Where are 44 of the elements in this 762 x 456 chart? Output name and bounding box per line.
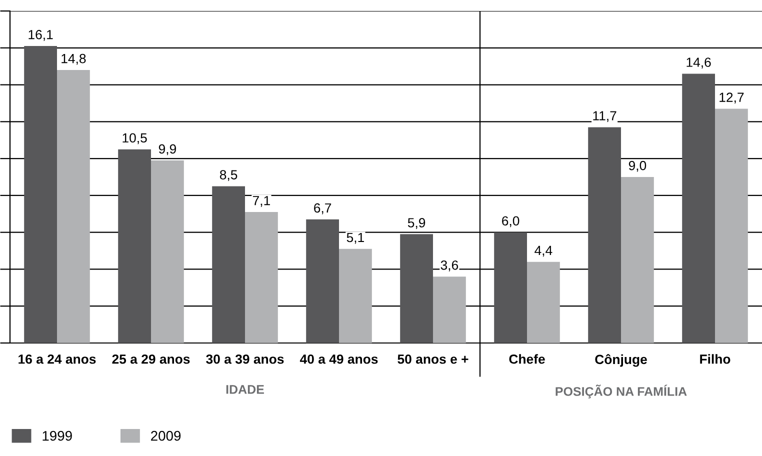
x-tick-label: Chefe bbox=[509, 354, 545, 364]
bar bbox=[57, 70, 90, 343]
data-label: 3,6 bbox=[440, 260, 458, 272]
data-label: 11,7 bbox=[593, 111, 616, 122]
bar bbox=[527, 262, 560, 343]
text: IDADE bbox=[226, 385, 264, 394]
data-label: 14,6 bbox=[686, 58, 711, 68]
legend-label: 2009 bbox=[151, 430, 181, 441]
data-label: 9,0 bbox=[628, 160, 646, 172]
data-label: 5,9 bbox=[408, 218, 426, 229]
data-label: 12,7 bbox=[720, 92, 744, 104]
bar bbox=[339, 248, 372, 343]
text: POSIÇÃO NA FAMÍLIA bbox=[556, 384, 687, 398]
x-tick-label: 40 a 49 anos bbox=[300, 354, 378, 364]
x-tick-label: Cônjuge bbox=[595, 354, 647, 367]
x-tick-label: 50 anos e + bbox=[398, 354, 468, 364]
bar bbox=[151, 160, 184, 343]
data-label: 4,4 bbox=[534, 246, 552, 257]
bar bbox=[400, 234, 433, 343]
x-tick-label: 25 a 29 anos bbox=[112, 354, 190, 364]
x-tick-label: Filho bbox=[700, 354, 730, 364]
bar bbox=[588, 127, 621, 343]
data-label: 6,7 bbox=[314, 203, 332, 214]
data-label: 16,1 bbox=[28, 30, 53, 41]
bar bbox=[212, 186, 245, 343]
data-label: 14,8 bbox=[62, 54, 86, 65]
data-label: 5,1 bbox=[346, 232, 364, 244]
data-label: 8,5 bbox=[220, 170, 238, 182]
data-label: 7,1 bbox=[252, 196, 270, 207]
x-tick-label: 16 a 24 anos bbox=[18, 354, 96, 364]
data-label: 9,9 bbox=[158, 144, 176, 156]
bar bbox=[433, 276, 466, 343]
data-label: 10,5 bbox=[122, 133, 147, 144]
bar bbox=[621, 177, 654, 343]
bar bbox=[118, 149, 151, 343]
bar bbox=[306, 219, 339, 343]
bar bbox=[24, 46, 57, 343]
bar bbox=[245, 212, 278, 343]
bar bbox=[715, 108, 748, 343]
x-tick-label: 30 a 39 anos bbox=[206, 354, 284, 364]
data-label: 6,0 bbox=[502, 216, 520, 228]
legend-label: 1999 bbox=[42, 430, 72, 441]
bar bbox=[682, 74, 715, 343]
bar bbox=[494, 232, 527, 343]
